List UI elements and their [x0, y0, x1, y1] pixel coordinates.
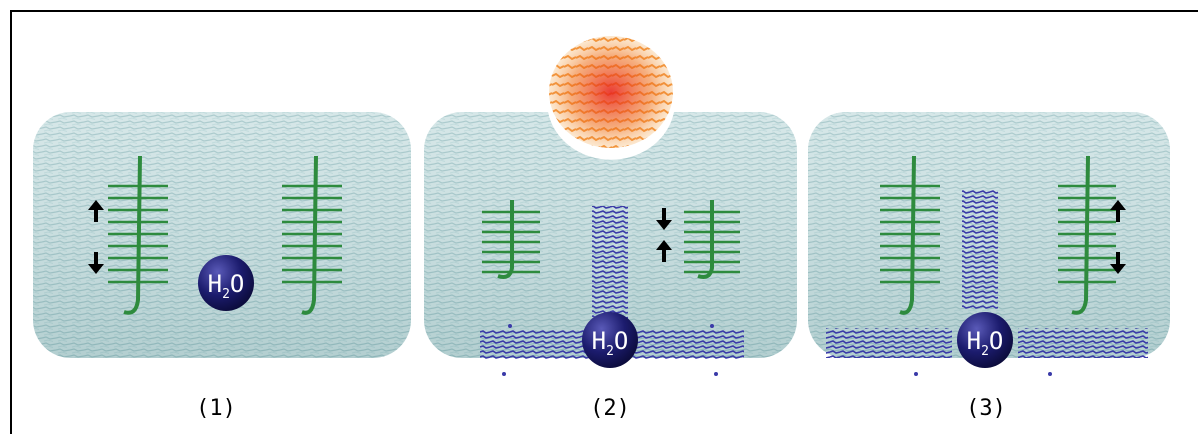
water-molecule: H2O: [582, 312, 638, 368]
polymer-fiber: [1058, 155, 1116, 315]
contract-arrows: [656, 208, 672, 262]
panel-1: H2O: [33, 112, 411, 358]
heat-source: [549, 36, 673, 148]
water-label: H2O: [967, 327, 1004, 359]
expand-arrows: [1110, 200, 1126, 274]
water-trail: [826, 190, 1148, 376]
polymer-fiber: [880, 155, 940, 315]
polymer-fiber: [108, 155, 168, 315]
diagram-frame: [10, 10, 1198, 434]
polymer-fiber: [482, 200, 540, 279]
water-label: H2O: [208, 270, 245, 302]
polymer-fiber: [282, 155, 342, 315]
panel-label: (3): [966, 396, 1006, 421]
polymer-fiber: [684, 200, 740, 279]
water-label: H2O: [592, 327, 629, 359]
panel-2: H2O: [424, 112, 797, 376]
panel-label: (2): [590, 396, 630, 421]
expand-arrows: [88, 200, 104, 274]
water-molecule: H2O: [957, 312, 1013, 368]
water-molecule: H2O: [198, 255, 254, 311]
panel-label: (1): [196, 396, 236, 421]
panel-3: H2O: [808, 112, 1170, 376]
